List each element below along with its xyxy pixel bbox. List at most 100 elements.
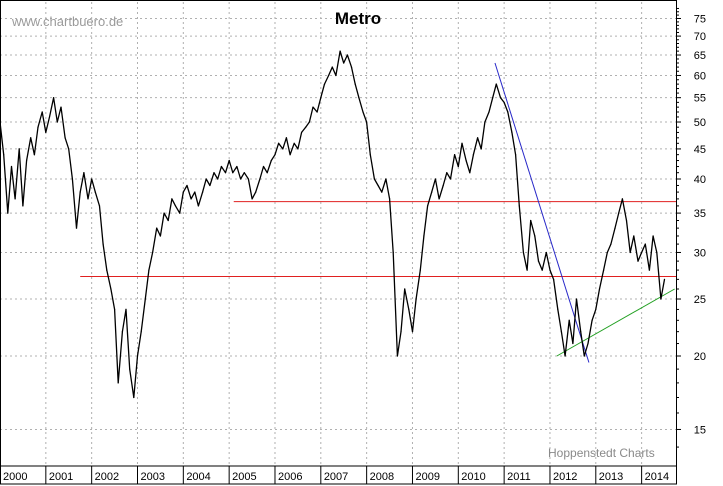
price-point [614, 227, 616, 229]
price-point [392, 251, 394, 254]
price-point [595, 308, 597, 310]
price-point [515, 154, 517, 156]
price-point [518, 205, 520, 207]
price-point [465, 159, 467, 162]
price-point [163, 212, 165, 214]
y-tick-label: 75 [694, 13, 706, 25]
price-point [148, 269, 150, 271]
price-point [449, 178, 452, 180]
price-point [83, 172, 85, 174]
price-point [488, 111, 490, 113]
price-point [641, 251, 643, 254]
price-point [522, 251, 525, 254]
price-point [140, 331, 142, 333]
price-point [343, 62, 345, 64]
price-point [553, 278, 555, 280]
price-point [564, 355, 566, 357]
plot-frame [0, 0, 677, 485]
price-point [186, 184, 188, 187]
price-point [18, 148, 20, 150]
price-point [572, 342, 574, 345]
price-point [224, 172, 227, 174]
x-tick-label: 2002 [95, 471, 119, 483]
price-point [492, 97, 494, 99]
price-point [152, 251, 154, 254]
price-point [446, 172, 448, 174]
price-point [167, 219, 169, 222]
price-point [174, 205, 177, 207]
price-point [625, 219, 628, 222]
price-point [312, 106, 314, 108]
price-point [48, 116, 51, 118]
price-point [87, 198, 89, 200]
price-point [507, 111, 509, 113]
x-tick-label: 2012 [553, 471, 577, 483]
price-point [251, 198, 253, 200]
price-point [274, 154, 276, 156]
y-tick-label: 20 [694, 351, 706, 363]
price-point [220, 165, 222, 168]
price-point [114, 308, 116, 310]
price-point [454, 154, 456, 156]
price-point [557, 308, 559, 310]
price-point [282, 148, 284, 150]
x-tick-label: 2005 [232, 471, 256, 483]
x-tick-label: 2000 [3, 471, 27, 483]
y-tick-label: 40 [694, 174, 706, 186]
x-tick-label: 2004 [186, 471, 210, 483]
price-point [580, 331, 582, 333]
price-point [10, 165, 13, 168]
price-point [243, 172, 245, 174]
y-tick-label: 30 [694, 247, 706, 259]
price-point [110, 288, 112, 290]
price-point [610, 243, 612, 245]
price-point [350, 66, 353, 68]
price-point [308, 121, 310, 123]
price-point [202, 191, 204, 193]
price-point [75, 227, 78, 229]
y-tick-label: 50 [694, 117, 706, 129]
price-point [228, 159, 230, 162]
price-point [240, 178, 242, 180]
price-point [457, 165, 459, 168]
price-point [648, 269, 651, 271]
chart-title: Metro [335, 9, 381, 28]
x-tick-label: 2008 [370, 471, 394, 483]
price-point [537, 260, 540, 262]
price-point [94, 191, 96, 193]
price-point [30, 137, 32, 139]
y-tick-label: 55 [694, 93, 706, 105]
price-point [53, 97, 55, 99]
price-point [587, 342, 589, 345]
price-point [545, 251, 547, 254]
price-point [660, 298, 662, 300]
price-point [45, 131, 47, 133]
price-point [431, 191, 433, 193]
series-layer [0, 50, 666, 399]
price-point [415, 298, 417, 300]
price-point [285, 137, 287, 139]
price-point [106, 269, 108, 271]
x-tick-label: 2011 [507, 471, 531, 483]
price-point [663, 278, 666, 280]
y-tick-label: 70 [694, 31, 706, 43]
price-point [259, 178, 261, 180]
price-point [427, 205, 429, 207]
price-point [396, 355, 398, 357]
price-point [156, 227, 158, 229]
price-point [22, 205, 24, 207]
price-point [373, 178, 375, 180]
price-point [530, 219, 532, 222]
price-point [79, 191, 81, 193]
price-point [71, 178, 73, 180]
price-point [549, 269, 551, 271]
price-point [56, 121, 58, 123]
price-point [159, 235, 161, 237]
price-point [217, 178, 219, 180]
y-tick-label: 15 [694, 424, 706, 436]
price-point [583, 355, 585, 357]
price-point [541, 269, 543, 271]
price-point [133, 396, 135, 399]
price-point [389, 198, 391, 200]
trend-line [556, 288, 675, 357]
